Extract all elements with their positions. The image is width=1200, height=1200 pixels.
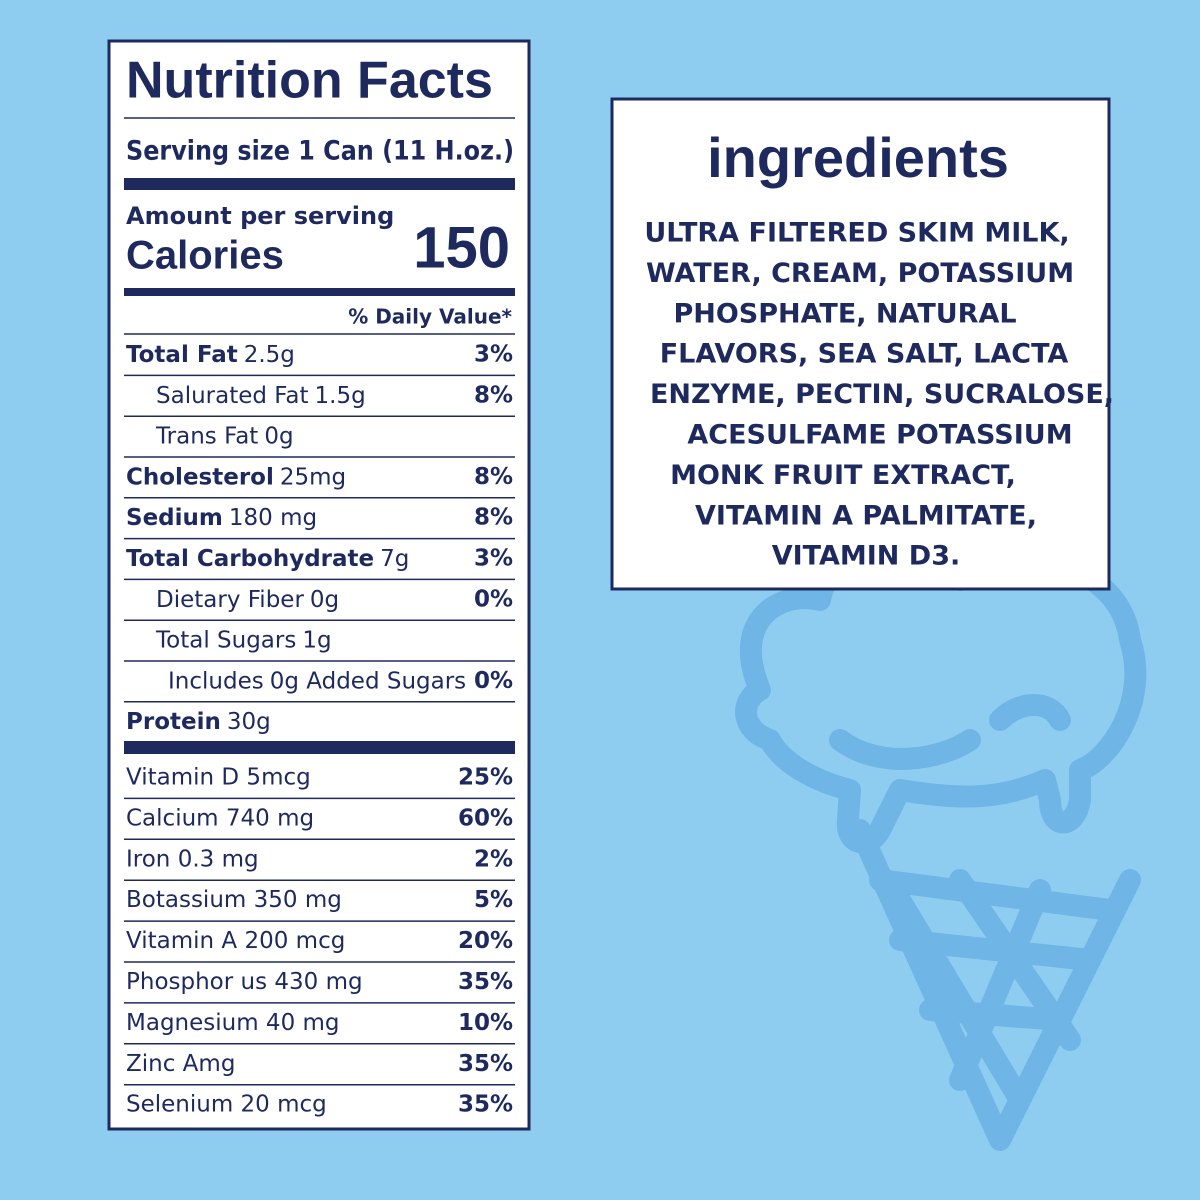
vitamin-name: Vitamin D 5mcg <box>126 765 311 791</box>
nutrient-name: Salurated Fat <box>156 382 309 408</box>
nutrient-name: Total Sugars <box>155 627 296 653</box>
nutrient-row: Trans Fat 0g <box>155 423 294 449</box>
nutrient-row: Total Sugars 1g <box>155 627 332 653</box>
nutrient-row: Salurated Fat 1.5g <box>156 382 366 408</box>
nutrient-row: Dietary Fiber 0g <box>156 586 339 612</box>
vitamin-name: Magnesium 40 mg <box>126 1010 340 1036</box>
ingredients-title: ingredients <box>707 126 1009 189</box>
calories-label: Calories <box>126 234 284 278</box>
nutrient-row: Sedium 180 mg <box>126 505 317 531</box>
nutrient-name: Total Carbohydrate <box>126 546 374 572</box>
ingredient-line: VITAMIN A PALMITATE, <box>695 500 1037 531</box>
ingredient-line: ULTRA FILTERED SKIM MILK, <box>644 218 1069 249</box>
nutrient-row: Cholesterol 25mg <box>126 464 346 490</box>
nutrient-row: Includes 0g Added Sugars <box>168 668 466 694</box>
daily-value: 60% <box>458 805 513 831</box>
vitamin-name: Vitamin A 200 mcg <box>126 928 345 954</box>
nutrient-amount: 1.5g <box>315 382 366 408</box>
thick-rule <box>124 178 515 190</box>
daily-value: 3% <box>474 342 513 368</box>
title: Nutrition Facts <box>126 52 493 110</box>
thick-rule <box>124 288 515 296</box>
vitamin-name: Phosphor us 430 mg <box>126 969 363 995</box>
nutrient-name: Protein <box>126 709 221 735</box>
daily-value: 25% <box>458 765 513 791</box>
nutrient-amount: 180 mg <box>229 505 317 531</box>
serving: Serving size 1 Can (11 H.oz.) <box>126 136 514 167</box>
nutrient-amount: 0g <box>310 586 339 612</box>
daily-value: 20% <box>458 928 513 954</box>
ingredient-line: ACESULFAME POTASSIUM <box>687 420 1072 451</box>
nutrient-row: Protein 30g <box>126 709 271 735</box>
nutrient-name: Cholesterol <box>126 464 274 490</box>
ingredients-panel <box>610 97 1111 591</box>
vitamin-name: Iron 0.3 mg <box>126 846 259 872</box>
daily-value: 35% <box>458 1092 513 1118</box>
nutrient-amount: 30g <box>227 709 271 735</box>
daily-value: 0% <box>474 586 513 612</box>
nutrient-amount: 0g <box>264 423 293 449</box>
daily-value: 35% <box>458 1051 513 1077</box>
daily-value: 3% <box>474 546 513 572</box>
daily-value: 8% <box>474 505 513 531</box>
nutrient-name: Trans Fat <box>155 423 258 449</box>
thick-rule <box>124 741 515 754</box>
nutrient-name: Total Fat <box>126 342 238 368</box>
vitamin-name: Zinc Amg <box>126 1051 235 1077</box>
nutrient-row: Total Fat 2.5g <box>126 342 295 368</box>
daily-value: 10% <box>458 1010 513 1036</box>
nutrient-row: Total Carbohydrate 7g <box>126 546 409 572</box>
nutrient-amount: 1g <box>302 627 331 653</box>
daily-value: 0% <box>474 668 513 694</box>
daily-value: 5% <box>474 887 513 913</box>
nutrient-name: Includes <box>168 668 264 694</box>
ingredient-line: PHOSPHATE, NATURAL <box>673 298 1016 329</box>
nutrition-panel <box>107 39 531 1131</box>
dv-header: % Daily Value* <box>348 305 512 329</box>
nutrient-amount: 2.5g <box>244 342 295 368</box>
nutrient-amount: 25mg <box>280 464 346 490</box>
ingredient-line: FLAVORS, SEA SALT, LACTA <box>660 339 1069 370</box>
daily-value: 2% <box>474 846 513 872</box>
vitamin-name: Calcium 740 mg <box>126 805 314 831</box>
vitamin-name: Selenium 20 mcg <box>126 1092 327 1118</box>
nutrient-amount: 7g <box>380 546 409 572</box>
daily-value: 35% <box>458 969 513 995</box>
calories-value: 150 <box>413 215 510 280</box>
ingredient-line: ENZYME, PECTIN, SUCRALOSE, <box>650 379 1114 410</box>
daily-value: 8% <box>474 464 513 490</box>
daily-value: 8% <box>474 382 513 408</box>
amount-label: Amount per serving <box>126 202 394 230</box>
ingredient-line: VITAMIN D3. <box>772 541 961 572</box>
nutrient-name: Dietary Fiber <box>156 586 304 612</box>
ingredient-line: MONK FRUIT EXTRACT, <box>670 460 1016 491</box>
nutrient-name: Sedium <box>126 505 223 531</box>
nutrient-amount: 0g Added Sugars <box>270 668 466 694</box>
vitamin-name: Botassium 350 mg <box>126 887 342 913</box>
ingredient-line: WATER, CREAM, POTASSIUM <box>646 258 1074 289</box>
